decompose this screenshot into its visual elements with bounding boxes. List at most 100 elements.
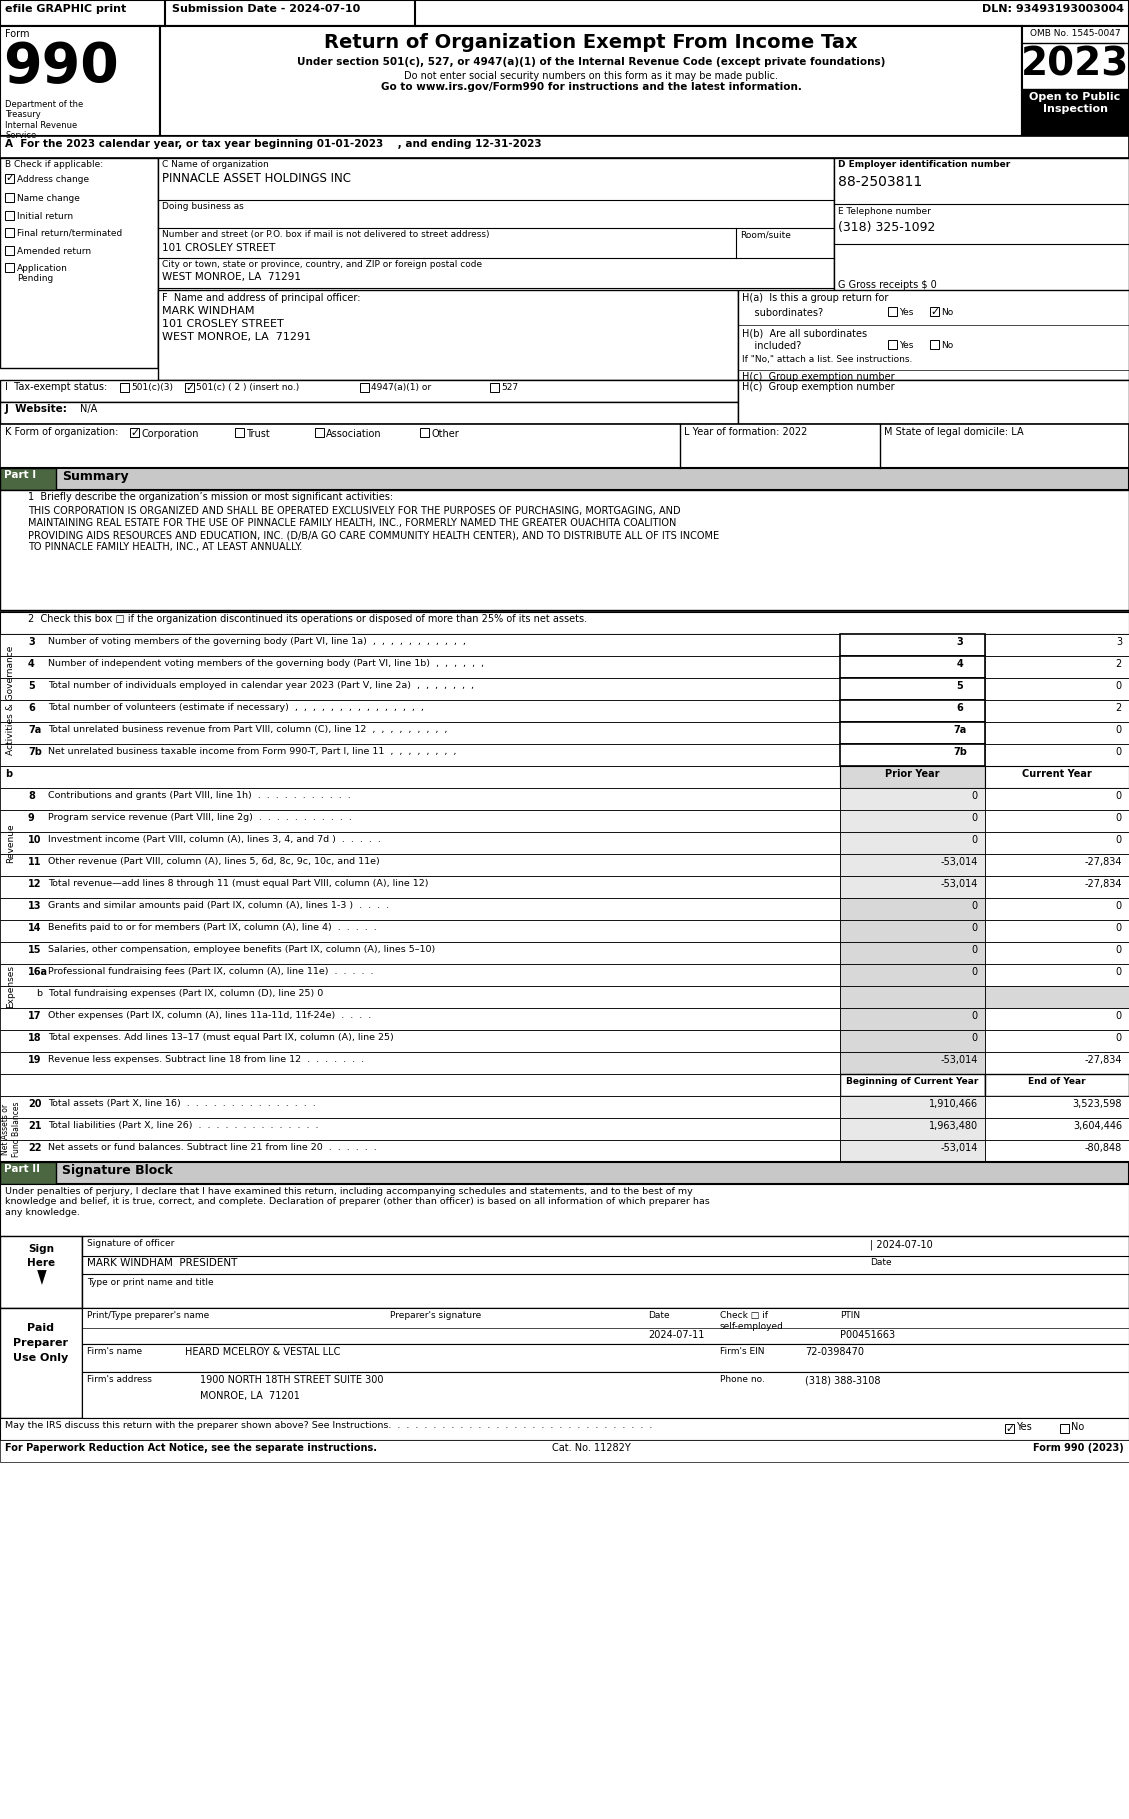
Text: Other expenses (Part IX, column (A), lines 11a-11d, 11f-24e)  .  .  .  .: Other expenses (Part IX, column (A), lin… (49, 1011, 371, 1020)
Text: Beginning of Current Year: Beginning of Current Year (846, 1077, 978, 1086)
Bar (889, 307, 898, 317)
Text: ✓: ✓ (130, 427, 139, 438)
Bar (0, 0, 1129, 25)
Text: 0: 0 (972, 922, 978, 933)
Text: Total unrelated business revenue from Part VIII, column (C), line 12  ,  ,  ,  ,: Total unrelated business revenue from Pa… (49, 726, 447, 735)
Text: (318) 325-1092: (318) 325-1092 (838, 220, 935, 235)
Text: 4: 4 (28, 658, 35, 669)
Text: Date: Date (648, 1311, 669, 1321)
Bar (130, 427, 139, 437)
Text: Room/suite: Room/suite (739, 229, 791, 238)
Bar (984, 700, 1129, 722)
Bar (840, 831, 984, 853)
Text: Return of Organization Exempt From Income Tax: Return of Organization Exempt From Incom… (324, 33, 858, 53)
Text: PTIN: PTIN (840, 1311, 860, 1321)
Bar (840, 986, 984, 1008)
Bar (0, 678, 840, 700)
Bar (840, 1097, 984, 1119)
Bar (0, 489, 1129, 609)
Bar (0, 1184, 1129, 1235)
Text: Association: Association (326, 429, 382, 438)
Text: 0: 0 (1115, 1033, 1122, 1042)
Text: Summary: Summary (62, 469, 129, 484)
Text: 501(c)(3): 501(c)(3) (131, 384, 173, 393)
Bar (1022, 89, 1129, 136)
Bar (984, 1051, 1129, 1073)
Text: Other revenue (Part VIII, column (A), lines 5, 6d, 8c, 9c, 10c, and 11e): Other revenue (Part VIII, column (A), li… (49, 857, 379, 866)
Text: Date: Date (870, 1259, 892, 1268)
Text: 16a: 16a (28, 968, 49, 977)
Bar (840, 1051, 984, 1073)
Text: 0: 0 (1115, 900, 1122, 911)
Bar (0, 809, 840, 831)
Bar (82, 1344, 1129, 1372)
Text: efile GRAPHIC print: efile GRAPHIC print (5, 4, 126, 15)
Text: Name change: Name change (17, 195, 80, 204)
Bar (840, 1119, 984, 1141)
Text: May the IRS discuss this return with the preparer shown above? See Instructions.: May the IRS discuss this return with the… (5, 1421, 653, 1430)
Text: ✓: ✓ (1005, 1424, 1014, 1433)
Text: 4947(a)(1) or: 4947(a)(1) or (371, 384, 431, 393)
Text: Trust: Trust (246, 429, 270, 438)
Text: ✓: ✓ (5, 173, 14, 184)
Text: Paid: Paid (27, 1322, 54, 1333)
Bar (840, 964, 984, 986)
Text: (318) 388-3108: (318) 388-3108 (805, 1375, 881, 1384)
Text: K Form of organization:: K Form of organization: (5, 427, 119, 437)
Text: 0: 0 (972, 968, 978, 977)
Text: Type or print name and title: Type or print name and title (87, 1279, 213, 1288)
Bar (0, 853, 840, 877)
Bar (984, 766, 1129, 788)
Text: 5: 5 (28, 680, 35, 691)
Bar (5, 211, 14, 220)
Text: ►: ► (32, 1268, 51, 1284)
Text: City or town, state or province, country, and ZIP or foreign postal code: City or town, state or province, country… (161, 260, 482, 269)
Text: 0: 0 (1115, 946, 1122, 955)
Text: Revenue: Revenue (7, 824, 16, 862)
Bar (120, 384, 129, 393)
Bar (840, 877, 984, 899)
Text: Amended return: Amended return (17, 247, 91, 256)
Text: 18: 18 (28, 1033, 42, 1042)
Text: Net assets or fund balances. Subtract line 21 from line 20  .  .  .  .  .  .: Net assets or fund balances. Subtract li… (49, 1142, 377, 1151)
Text: ✓: ✓ (930, 306, 939, 317)
Text: Investment income (Part VIII, column (A), lines 3, 4, and 7d )  .  .  .  .  .: Investment income (Part VIII, column (A)… (49, 835, 380, 844)
Text: 1,910,466: 1,910,466 (929, 1099, 978, 1110)
Bar (0, 611, 1129, 635)
Text: 11: 11 (28, 857, 42, 868)
Text: Signature of officer: Signature of officer (87, 1239, 174, 1248)
Text: Yes: Yes (899, 307, 913, 317)
Bar (0, 1119, 840, 1141)
Text: WEST MONROE, LA  71291: WEST MONROE, LA 71291 (161, 333, 312, 342)
Text: Total liabilities (Part X, line 26)  .  .  .  .  .  .  .  .  .  .  .  .  .  .: Total liabilities (Part X, line 26) . . … (49, 1121, 318, 1130)
Bar (0, 1162, 56, 1184)
Bar (984, 788, 1129, 809)
Text: 1900 NORTH 18TH STREET SUITE 300: 1900 NORTH 18TH STREET SUITE 300 (200, 1375, 384, 1384)
Text: Firm's name: Firm's name (87, 1348, 142, 1355)
Text: Firm's EIN: Firm's EIN (720, 1348, 764, 1355)
Text: 14: 14 (28, 922, 42, 933)
Text: Yes: Yes (899, 340, 913, 349)
Text: 0: 0 (972, 813, 978, 822)
Text: 0: 0 (972, 1011, 978, 1020)
Bar (82, 1235, 1129, 1308)
Text: 88-2503811: 88-2503811 (838, 175, 922, 189)
Text: No: No (940, 307, 953, 317)
Bar (984, 1119, 1129, 1141)
Text: Final return/terminated: Final return/terminated (17, 229, 122, 238)
Text: Contributions and grants (Part VIII, line 1h)  .  .  .  .  .  .  .  .  .  .  .: Contributions and grants (Part VIII, lin… (49, 791, 351, 800)
Text: Sign: Sign (28, 1244, 54, 1253)
Text: Application
Pending: Application Pending (17, 264, 68, 284)
Text: Number and street (or P.O. box if mail is not delivered to street address): Number and street (or P.O. box if mail i… (161, 229, 490, 238)
Text: P00451663: P00451663 (840, 1330, 895, 1341)
Text: Benefits paid to or for members (Part IX, column (A), line 4)  .  .  .  .  .: Benefits paid to or for members (Part IX… (49, 922, 377, 931)
Text: 101 CROSLEY STREET: 101 CROSLEY STREET (161, 244, 275, 253)
Bar (1060, 1424, 1069, 1433)
Text: 7a: 7a (953, 726, 966, 735)
Text: Expenses: Expenses (7, 964, 16, 1008)
Text: Corporation: Corporation (141, 429, 199, 438)
Bar (0, 722, 840, 744)
Text: Under section 501(c), 527, or 4947(a)(1) of the Internal Revenue Code (except pr: Under section 501(c), 527, or 4947(a)(1)… (297, 56, 885, 67)
Text: If "No," attach a list. See instructions.: If "No," attach a list. See instructions… (742, 355, 912, 364)
Bar (984, 853, 1129, 877)
